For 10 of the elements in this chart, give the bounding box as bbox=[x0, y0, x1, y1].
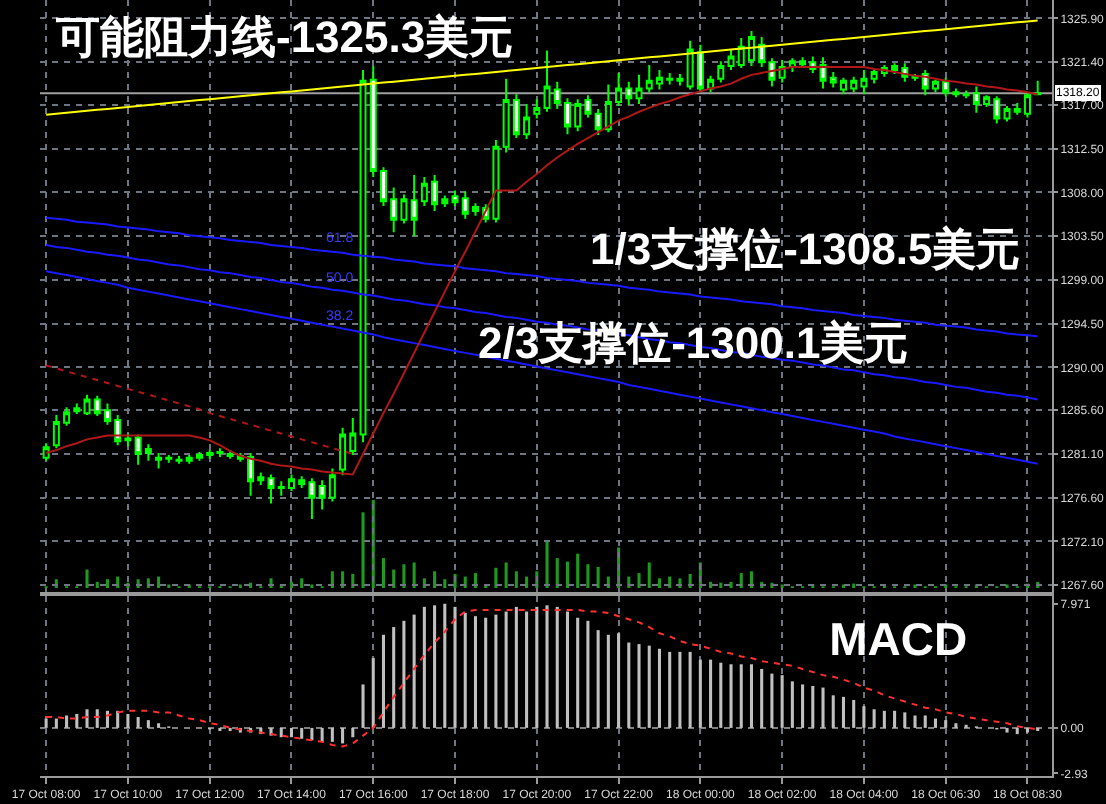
line-series bbox=[45, 66, 1039, 476]
line-series bbox=[45, 608, 1039, 748]
candlestick bbox=[1034, 79, 1042, 97]
line-series bbox=[45, 270, 1039, 465]
annotation: 1/3支撑位-1308.5美元 bbox=[590, 224, 1021, 274]
chart-title: MACD bbox=[829, 612, 968, 665]
candlestick bbox=[42, 442, 50, 462]
line-series bbox=[45, 364, 354, 455]
candlestick bbox=[533, 98, 541, 120]
annotation: 可能阻力线-1325.3美元 bbox=[54, 12, 514, 62]
